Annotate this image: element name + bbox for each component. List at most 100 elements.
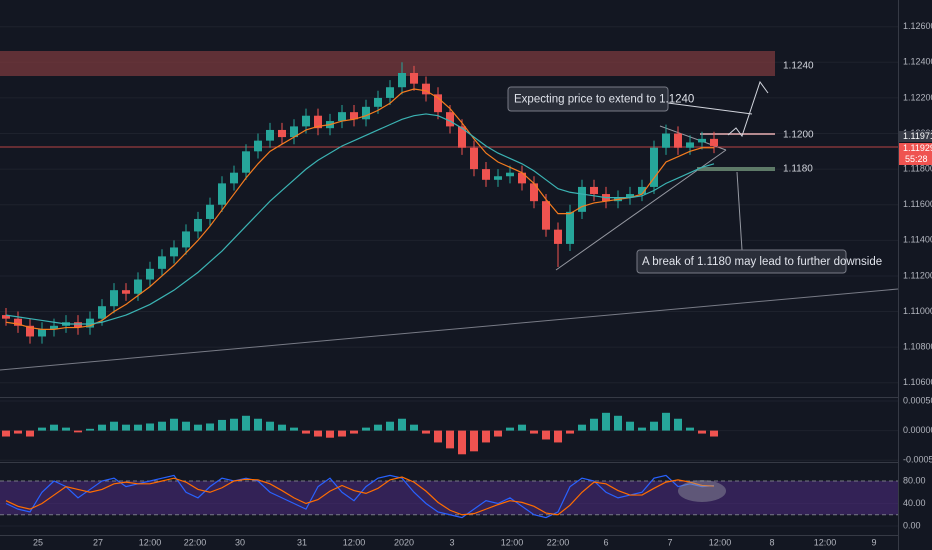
histogram-bar bbox=[446, 430, 454, 449]
candle-body bbox=[422, 83, 430, 95]
y-tick-label: 1.11800 bbox=[903, 164, 932, 174]
marks: 1.126001.124001.122001.120001.118001.116… bbox=[0, 21, 932, 547]
x-tick-label: 25 bbox=[33, 537, 43, 547]
histogram-bar bbox=[62, 427, 70, 431]
histogram-bar bbox=[314, 430, 322, 437]
x-tick-label: 30 bbox=[235, 537, 245, 547]
candle-body bbox=[506, 172, 514, 177]
y-tick-label: 1.12600 bbox=[903, 21, 932, 31]
candle-body bbox=[578, 186, 586, 212]
histogram-bar bbox=[158, 421, 166, 431]
histogram-bar bbox=[98, 424, 106, 431]
histogram-bar bbox=[494, 430, 502, 437]
candle-body bbox=[674, 133, 682, 148]
candle-body bbox=[650, 147, 658, 187]
y-tick-label: 40.00 bbox=[903, 498, 926, 508]
y-tick-label: 1.12200 bbox=[903, 92, 932, 102]
candle-body bbox=[266, 129, 274, 141]
candle-body bbox=[398, 72, 406, 88]
histogram-bar bbox=[386, 421, 394, 431]
x-tick-label: 12:00 bbox=[814, 537, 837, 547]
moving-average bbox=[5, 113, 715, 325]
histogram-bar bbox=[302, 430, 310, 434]
y-tick-label: 1.11000 bbox=[903, 306, 932, 316]
histogram-bar bbox=[326, 430, 334, 438]
y-tick-label: 1.10800 bbox=[903, 342, 932, 352]
histogram-bar bbox=[530, 430, 538, 434]
histogram-bar bbox=[74, 430, 82, 433]
candle-body bbox=[626, 194, 634, 198]
histogram-bar bbox=[50, 424, 58, 431]
candle-body bbox=[482, 169, 490, 180]
price-tag-label: 1.11971 bbox=[903, 131, 932, 141]
x-tick-label: 6 bbox=[603, 537, 608, 547]
histogram-bar bbox=[578, 424, 586, 431]
candle-body bbox=[290, 126, 298, 138]
note: Expecting price to extend to 1.1240 bbox=[514, 94, 694, 106]
histogram-bar bbox=[254, 418, 262, 431]
histogram-bar bbox=[470, 430, 478, 452]
candle-body bbox=[554, 229, 562, 244]
histogram-bar bbox=[338, 430, 346, 437]
candle-body bbox=[26, 325, 34, 337]
histogram-bar bbox=[230, 418, 238, 431]
candle-body bbox=[170, 247, 178, 257]
histogram-bar bbox=[2, 430, 10, 437]
note-pointer bbox=[736, 171, 743, 251]
histogram-bar bbox=[278, 424, 286, 431]
x-tick-label: 22:00 bbox=[184, 537, 207, 547]
note-pointer bbox=[667, 102, 753, 115]
candle-body bbox=[98, 306, 106, 319]
candle-body bbox=[182, 231, 190, 248]
projection-arrow bbox=[727, 80, 769, 138]
x-tick-label: 12:00 bbox=[709, 537, 732, 547]
candle-body bbox=[662, 133, 670, 148]
x-tick-label: 8 bbox=[769, 537, 774, 547]
candle-body bbox=[50, 325, 58, 330]
level-label: 1.1240 bbox=[783, 61, 814, 72]
trend-line bbox=[659, 125, 727, 151]
histogram-bar bbox=[194, 424, 202, 431]
histogram-bar bbox=[590, 418, 598, 431]
candle-body bbox=[302, 115, 310, 127]
candle-body bbox=[38, 329, 46, 337]
candle-body bbox=[338, 112, 346, 122]
histogram-bar bbox=[554, 430, 562, 443]
candle-body bbox=[230, 172, 238, 184]
candle-body bbox=[710, 138, 718, 146]
candle-body bbox=[242, 151, 250, 173]
histogram-bar bbox=[362, 427, 370, 431]
candle-body bbox=[566, 211, 574, 244]
histogram-bar bbox=[398, 418, 406, 431]
candle-body bbox=[218, 183, 226, 205]
x-tick-label: 31 bbox=[297, 537, 307, 547]
level-label: 1.1180 bbox=[783, 164, 813, 175]
histogram-bar bbox=[662, 412, 670, 431]
note: A break of 1.1180 may lead to further do… bbox=[642, 256, 882, 268]
histogram-bar bbox=[122, 424, 130, 431]
candle-body bbox=[686, 142, 694, 148]
x-tick-label: 27 bbox=[93, 537, 103, 547]
note-box bbox=[636, 249, 847, 274]
stoch-line bbox=[5, 476, 715, 516]
price-tags: 1.11971 1.11929 55:28 bbox=[899, 131, 932, 165]
histogram-bar bbox=[686, 427, 694, 431]
histogram-bar bbox=[242, 415, 250, 431]
candle-body bbox=[314, 115, 322, 129]
candle-body bbox=[122, 290, 130, 294]
histogram-bar bbox=[38, 427, 46, 431]
histogram-bar bbox=[206, 423, 214, 431]
candle-body bbox=[698, 138, 706, 143]
histogram-bar bbox=[14, 430, 22, 434]
histogram-bar bbox=[350, 430, 358, 434]
level-line bbox=[697, 167, 775, 171]
histogram-bar bbox=[614, 415, 622, 431]
candle-body bbox=[542, 201, 550, 230]
level-label: 1.1200 bbox=[783, 130, 814, 141]
histogram-bar bbox=[374, 424, 382, 431]
histogram-bar bbox=[710, 430, 718, 437]
